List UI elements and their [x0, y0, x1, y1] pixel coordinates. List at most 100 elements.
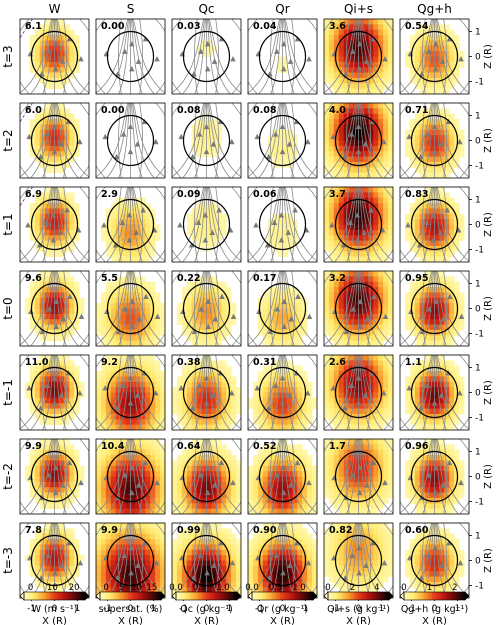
heatmap-cell — [150, 371, 156, 377]
heatmap-cell — [439, 319, 445, 325]
streamline-arrow — [153, 390, 159, 396]
heatmap-cell — [277, 508, 283, 514]
heatmap-cell — [439, 135, 445, 141]
heatmap-cell — [216, 497, 222, 504]
heatmap-cell — [353, 135, 359, 141]
heatmap-cell — [272, 340, 278, 346]
heatmap-cell — [287, 444, 293, 451]
heatmap-cell — [373, 235, 379, 241]
heatmap-cell — [29, 51, 36, 57]
heatmap-cell — [272, 508, 278, 514]
heatmap-cell — [383, 135, 389, 141]
heatmap-cell — [358, 229, 364, 236]
heatmap-cell — [201, 381, 207, 388]
heatmap-cell — [191, 460, 198, 467]
heatmap-cell — [378, 335, 384, 342]
heatmap-cell — [449, 40, 455, 47]
heatmap-cell — [39, 235, 46, 241]
peak-value: 10.4 — [101, 441, 125, 452]
heatmap-cell — [135, 460, 141, 467]
heatmap-cell — [277, 503, 283, 510]
heatmap-cell — [368, 403, 374, 409]
heatmap-cell — [363, 313, 369, 320]
heatmap-cell — [272, 229, 278, 236]
heatmap-cell — [292, 508, 298, 514]
heatmap-cell — [49, 83, 55, 90]
heatmap-cell — [348, 360, 354, 367]
heatmap-cell — [353, 124, 359, 131]
heatmap-cell — [59, 381, 65, 388]
streamline — [172, 355, 205, 430]
heatmap-cell — [130, 197, 136, 204]
heatmap-cell — [140, 281, 146, 288]
streamline — [20, 19, 53, 94]
heatmap-cell — [69, 151, 75, 157]
heatmap-cell — [221, 487, 227, 493]
heatmap-cell — [145, 313, 151, 320]
heatmap-cell — [454, 156, 460, 163]
heatmap-cell — [115, 365, 122, 372]
heatmap-cell — [343, 240, 350, 247]
streamline-arrow — [59, 58, 66, 64]
heatmap-cell — [69, 471, 75, 477]
heatmap-cell — [419, 156, 426, 163]
streamline — [435, 19, 460, 94]
heatmap-cell — [297, 424, 303, 430]
panel: 1.1 — [399, 354, 470, 431]
streamline-arrow — [287, 58, 294, 64]
heatmap-cell — [343, 449, 350, 456]
heatmap-cell — [96, 324, 102, 331]
heatmap-cell — [29, 281, 36, 288]
heatmap-cell — [211, 129, 217, 136]
heatmap-cell — [338, 381, 345, 388]
heatmap-cell — [424, 56, 430, 63]
heatmap-cell — [378, 161, 384, 168]
heatmap-cell — [125, 313, 131, 320]
streamline-arrow — [354, 237, 361, 243]
heatmap-cell — [236, 481, 241, 488]
peak-value: 0.00 — [101, 21, 125, 32]
heatmap-cell — [186, 292, 193, 299]
heatmap-cell — [59, 308, 65, 315]
streamline — [20, 439, 30, 514]
heatmap-cell — [373, 167, 379, 174]
heatmap-cell — [358, 56, 364, 63]
heatmap-cell — [135, 287, 141, 293]
heatmap-cell — [39, 29, 46, 36]
heatmap-cell — [373, 335, 379, 342]
heatmap-cell — [383, 29, 389, 36]
heatmap-cell — [135, 439, 141, 445]
heatmap-cell — [216, 335, 222, 342]
heatmap-cell — [206, 471, 212, 477]
heatmap-cell — [363, 492, 369, 499]
heatmap-cell — [54, 476, 60, 483]
heatmap-cell — [414, 381, 421, 388]
heatmap-cell — [439, 151, 445, 157]
streamline — [96, 439, 106, 514]
streamline-arrow — [350, 306, 357, 312]
heatmap-cell — [378, 119, 384, 125]
streamline-arrow — [67, 293, 73, 299]
heatmap-cell — [409, 156, 416, 163]
heatmap-cell — [419, 108, 426, 115]
heatmap-cell — [333, 56, 340, 63]
streamline — [55, 355, 80, 430]
heatmap-cell — [454, 40, 460, 47]
heatmap-cell — [414, 392, 421, 399]
heatmap-cell — [429, 419, 435, 426]
streamline — [139, 355, 143, 430]
heatmap-cell — [54, 281, 60, 288]
heatmap-cell — [125, 340, 131, 346]
heatmap-cell — [373, 187, 379, 193]
heatmap-cell — [64, 465, 70, 472]
heatmap-cell — [454, 365, 460, 372]
streamline-arrow — [433, 298, 439, 304]
heatmap-cell — [444, 340, 450, 346]
heatmap-cell — [145, 203, 151, 209]
heatmap-cell — [206, 365, 212, 372]
heatmap-cell — [186, 281, 193, 288]
heatmap-cell — [29, 140, 36, 147]
heatmap-cell — [221, 371, 227, 377]
heatmap-cell — [115, 419, 122, 426]
heatmap-cell — [34, 292, 41, 299]
